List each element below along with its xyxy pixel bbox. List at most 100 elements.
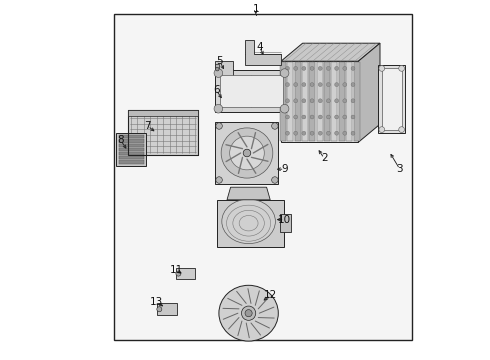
Polygon shape [216,64,219,74]
Circle shape [294,131,297,135]
Bar [354,62,360,141]
Circle shape [286,115,290,119]
Circle shape [302,115,306,119]
Text: 9: 9 [281,164,288,174]
Circle shape [335,131,339,135]
Circle shape [271,177,278,183]
Circle shape [294,99,297,103]
Bar [119,152,144,155]
Circle shape [310,67,314,71]
Circle shape [214,69,222,77]
Circle shape [343,99,347,103]
Bar [119,161,144,163]
Circle shape [216,67,219,71]
Polygon shape [220,75,283,107]
Bar [119,148,144,151]
Circle shape [326,115,330,119]
Circle shape [157,307,162,312]
Text: 2: 2 [321,153,327,163]
Circle shape [176,271,181,276]
Circle shape [294,83,297,87]
Circle shape [335,115,339,119]
Text: 8: 8 [118,135,124,145]
Ellipse shape [221,128,273,178]
Circle shape [318,67,322,71]
Circle shape [326,83,330,87]
Bar [317,62,323,141]
Circle shape [216,123,222,129]
Bar [119,156,144,159]
Bar [114,14,413,340]
Circle shape [294,115,297,119]
Circle shape [243,149,251,157]
Ellipse shape [222,199,275,244]
Polygon shape [157,303,176,315]
Circle shape [343,83,347,87]
Circle shape [399,127,404,132]
Polygon shape [358,43,380,142]
Bar [119,135,144,139]
Circle shape [302,67,306,71]
Circle shape [351,115,355,119]
Circle shape [294,67,297,71]
Bar [324,62,330,141]
Circle shape [318,99,322,103]
Polygon shape [382,68,402,130]
Circle shape [286,83,290,87]
Bar [309,62,315,141]
Circle shape [242,306,256,320]
Polygon shape [280,214,291,232]
Circle shape [335,67,339,71]
Circle shape [216,177,222,183]
Bar [294,62,300,141]
Text: 5: 5 [217,56,223,66]
Circle shape [351,99,355,103]
Text: 7: 7 [145,121,151,131]
Polygon shape [216,122,278,184]
Circle shape [310,131,314,135]
Circle shape [351,67,355,71]
Text: 11: 11 [170,265,183,275]
Circle shape [318,131,322,135]
Polygon shape [216,61,233,76]
Polygon shape [128,110,198,155]
Circle shape [326,99,330,103]
Polygon shape [281,43,380,61]
Circle shape [379,127,385,132]
Text: 6: 6 [213,85,220,95]
Ellipse shape [230,136,264,170]
Bar [346,62,352,141]
Bar [302,62,308,141]
Circle shape [214,104,222,113]
Circle shape [335,83,339,87]
Polygon shape [117,133,146,166]
Text: 4: 4 [256,42,263,52]
Circle shape [343,67,347,71]
Polygon shape [176,268,196,279]
Polygon shape [217,200,284,247]
Polygon shape [216,70,288,112]
Text: 13: 13 [150,297,164,307]
Polygon shape [245,40,281,65]
Circle shape [379,66,385,71]
Circle shape [271,123,278,129]
Circle shape [302,131,306,135]
Text: 3: 3 [396,164,403,174]
Polygon shape [227,187,270,200]
Bar [119,144,144,147]
Circle shape [343,131,347,135]
Circle shape [286,99,290,103]
Circle shape [318,115,322,119]
Circle shape [326,67,330,71]
Circle shape [302,83,306,87]
Circle shape [310,115,314,119]
Polygon shape [281,61,358,142]
Circle shape [318,83,322,87]
Circle shape [310,99,314,103]
Circle shape [280,104,289,113]
Circle shape [351,83,355,87]
Bar [128,110,198,116]
Text: 10: 10 [278,215,291,225]
Circle shape [245,310,252,317]
Polygon shape [378,65,405,133]
